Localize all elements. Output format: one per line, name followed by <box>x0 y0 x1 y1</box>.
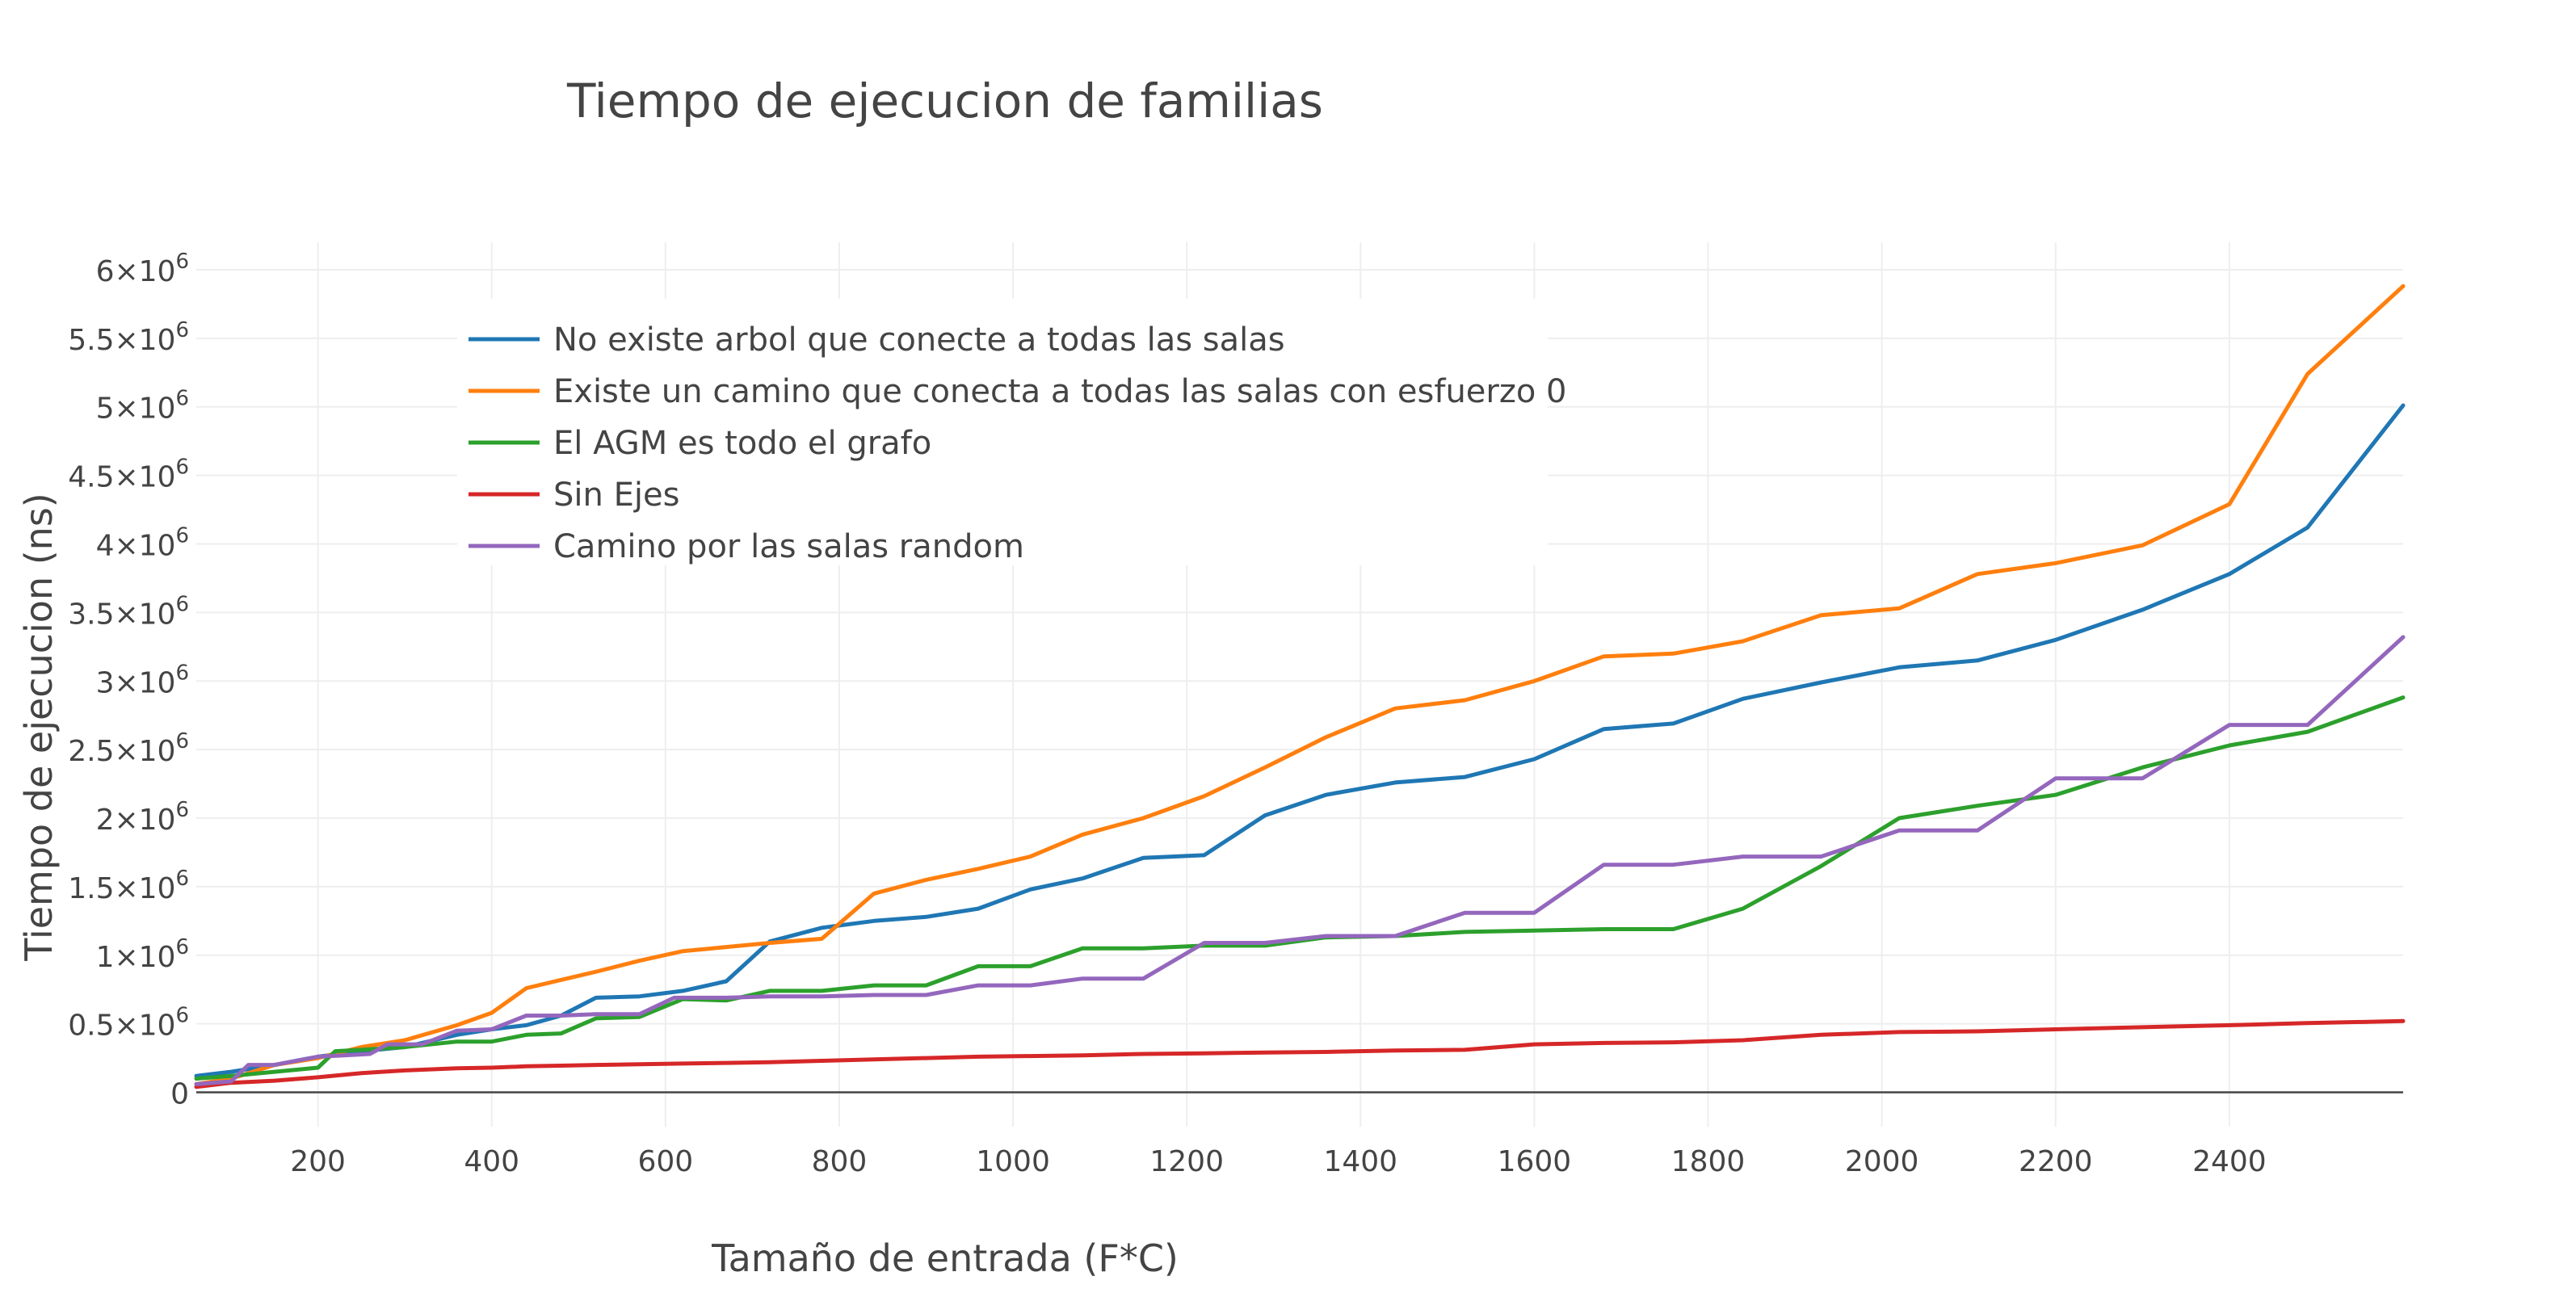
y-tick-label: 2.5×106 <box>68 729 189 768</box>
y-tick-exponent: 6 <box>175 798 189 822</box>
y-tick-exponent: 6 <box>175 592 189 616</box>
y-tick-mantissa: 0.5×10 <box>68 1010 175 1043</box>
y-tick-mantissa: 1.5×10 <box>68 872 175 905</box>
y-tick-exponent: 6 <box>175 729 189 754</box>
y-tick-label: 5×106 <box>96 387 189 426</box>
y-tick-exponent: 6 <box>175 523 189 548</box>
y-tick-mantissa: 6×10 <box>96 255 176 288</box>
y-tick-exponent: 6 <box>175 455 189 480</box>
y-tick-exponent: 6 <box>175 935 189 959</box>
x-tick-label: 400 <box>464 1145 519 1178</box>
x-tick-label: 2200 <box>2019 1145 2093 1178</box>
x-tick-label: 1600 <box>1498 1145 1572 1178</box>
y-tick-mantissa: 5×10 <box>96 393 176 426</box>
y-tick-label: 2×106 <box>96 798 189 837</box>
x-tick-label: 2000 <box>1845 1145 1919 1178</box>
y-tick-label: 3.5×106 <box>68 592 189 631</box>
legend-entry: Sin Ejes <box>553 476 679 514</box>
series-line-1 <box>194 403 2406 1078</box>
x-tick-label: 200 <box>290 1145 346 1178</box>
y-axis: 00.5×1061×1061.5×1062×1062.5×1063×1063.5… <box>68 250 189 1111</box>
y-tick-label: 5.5×106 <box>68 318 189 357</box>
legend-entry: Existe un camino que conecta a todas las… <box>553 373 1567 410</box>
x-tick-label: 600 <box>637 1145 693 1178</box>
y-tick-exponent: 6 <box>175 318 189 342</box>
y-tick-label: 4.5×106 <box>68 455 189 494</box>
legend-entry: No existe arbol que conecte a todas las … <box>553 321 1285 359</box>
y-tick-mantissa: 4.5×10 <box>68 461 175 494</box>
legend-background <box>457 299 1548 565</box>
x-axis: 200 400 600 800 1000 1200 1400 1600 1800 2000 2200… <box>290 1145 2266 1178</box>
y-tick-exponent: 6 <box>175 387 189 411</box>
x-tick-label: 1000 <box>976 1145 1050 1178</box>
x-tick-label: 1800 <box>1671 1145 1746 1178</box>
y-tick-mantissa: 5.5×10 <box>68 324 175 357</box>
y-tick-exponent: 6 <box>175 867 189 891</box>
series-line-3 <box>194 695 2406 1081</box>
legend-entry: Camino por las salas random <box>553 528 1024 565</box>
x-tick-label: 1400 <box>1323 1145 1397 1178</box>
series-line-5 <box>194 635 2406 1086</box>
y-tick-label: 0 <box>170 1078 189 1111</box>
y-tick-label: 1.5×106 <box>68 867 189 905</box>
series-line-2 <box>194 283 2406 1086</box>
y-tick-exponent: 6 <box>175 661 189 685</box>
y-tick-mantissa: 3.5×10 <box>68 598 175 631</box>
y-tick-mantissa: 1×10 <box>96 941 176 974</box>
y-tick-exponent: 6 <box>175 1004 189 1028</box>
series-line-4 <box>194 1018 2406 1089</box>
y-tick-label: 1×106 <box>96 935 189 974</box>
y-tick-mantissa: 4×10 <box>96 529 176 562</box>
y-tick-mantissa: 3×10 <box>96 666 176 699</box>
y-tick-mantissa: 2×10 <box>96 804 176 837</box>
y-tick-label: 4×106 <box>96 523 189 562</box>
x-tick-label: 800 <box>812 1145 868 1178</box>
y-tick-label: 3×106 <box>96 661 189 699</box>
legend-entry: El AGM es todo el grafo <box>553 425 931 462</box>
chart-title: Tiempo de ejecucion de familias <box>566 73 1323 128</box>
y-tick-mantissa: 0 <box>170 1078 189 1111</box>
y-tick-label: 0.5×106 <box>68 1004 189 1043</box>
x-tick-label: 1200 <box>1149 1145 1224 1178</box>
y-tick-label: 6×106 <box>96 250 189 288</box>
series-group <box>194 283 2406 1089</box>
x-axis-title: Tamaño de entrada (F*C) <box>711 1236 1179 1280</box>
legend: No existe arbol que conecte a todas las … <box>457 299 1567 565</box>
x-tick-label: 2400 <box>2192 1145 2267 1178</box>
y-axis-title: Tiempo de ejecucion (ns) <box>17 493 61 962</box>
y-tick-exponent: 6 <box>175 250 189 274</box>
y-tick-mantissa: 2.5×10 <box>68 735 175 768</box>
